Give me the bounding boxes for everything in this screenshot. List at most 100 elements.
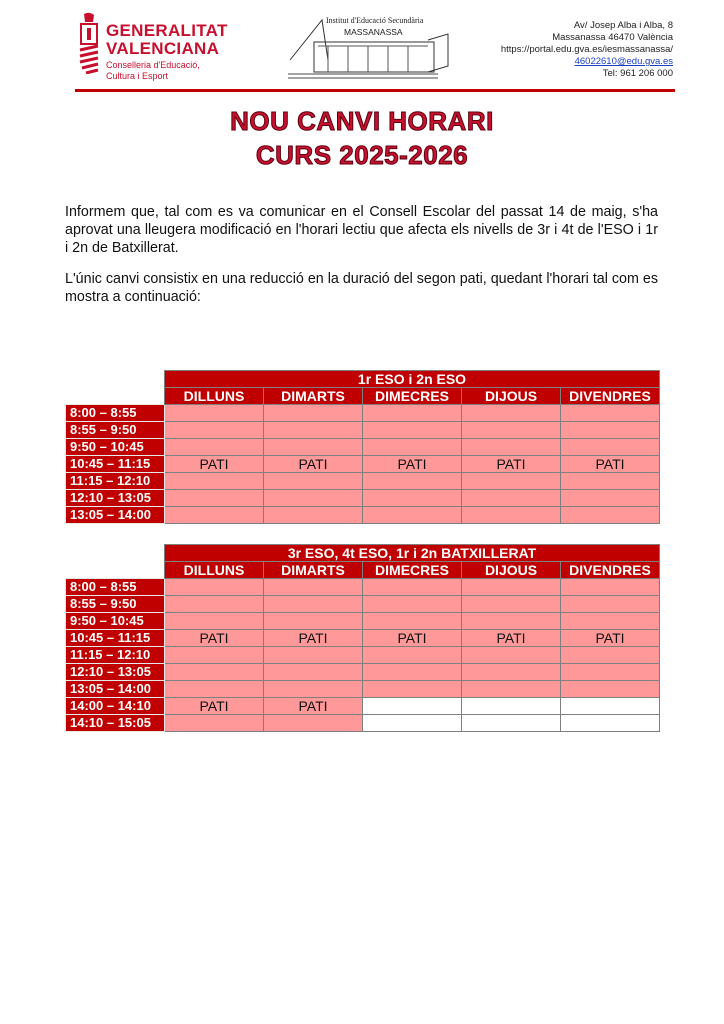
website-link[interactable]: https://portal.edu.gva.es/iesmassanassa/ bbox=[500, 44, 673, 55]
schedule-cell bbox=[263, 663, 363, 681]
email-link[interactable]: 46022610@edu.gva.es bbox=[574, 56, 673, 67]
schedule-cell bbox=[263, 506, 363, 524]
schedule-cell bbox=[164, 404, 264, 422]
table-row: 13:05 – 14:00 bbox=[65, 680, 661, 698]
schedule-cell bbox=[559, 646, 661, 664]
schedule-cell: PATI bbox=[461, 629, 561, 647]
schedule-cell bbox=[559, 438, 661, 456]
time-slot: 9:50 – 10:45 bbox=[65, 438, 165, 456]
table-row: 14:10 – 15:05 bbox=[65, 714, 661, 732]
logo-subtitle: Conselleria d'Educació, Cultura i Esport bbox=[106, 60, 200, 81]
logo-title: GENERALITAT VALENCIANA bbox=[106, 21, 228, 58]
blank-corner bbox=[65, 561, 165, 579]
school-logo: Institut d'Educació Secundària MASSANASS… bbox=[288, 16, 458, 80]
schedule-cell bbox=[164, 472, 264, 490]
time-slot: 11:15 – 12:10 bbox=[65, 646, 165, 664]
schedule-cell bbox=[461, 612, 561, 630]
schedule-cell bbox=[164, 680, 264, 698]
schedule-cell bbox=[362, 595, 462, 613]
school-address: Av/ Josep Alba i Alba, 8 Massanassa 4647… bbox=[501, 20, 673, 80]
time-slot: 10:45 – 11:15 bbox=[65, 629, 165, 647]
schedule-cell bbox=[559, 595, 661, 613]
schedule-cell bbox=[559, 506, 661, 524]
schedule-table: 3r ESO, 4t ESO, 1r i 2n BATXILLERAT DILLU… bbox=[65, 544, 661, 732]
schedule-cell bbox=[461, 578, 561, 596]
schedule-cell bbox=[362, 506, 462, 524]
schedule-cell bbox=[461, 506, 561, 524]
time-slot: 12:10 – 13:05 bbox=[65, 663, 165, 681]
header-divider bbox=[75, 89, 675, 92]
schedule-cell bbox=[164, 578, 264, 596]
school-logo-line1: Institut d'Educació Secundària bbox=[326, 16, 424, 25]
schedule-cell bbox=[164, 489, 264, 507]
schedule-cell bbox=[362, 438, 462, 456]
time-slot: 8:00 – 8:55 bbox=[65, 578, 165, 596]
schedule-cell bbox=[263, 595, 363, 613]
schedule-cell bbox=[362, 472, 462, 490]
table-row: 11:15 – 12:10 bbox=[65, 472, 661, 490]
day-header: DIJOUS bbox=[461, 561, 561, 579]
schedule-cell bbox=[263, 489, 363, 507]
table-row: 10:45 – 11:15 PATI PATI PATI PATI PATI bbox=[65, 455, 661, 473]
schedule-cell bbox=[164, 663, 264, 681]
time-slot: 13:05 – 14:00 bbox=[65, 506, 165, 524]
blank-corner bbox=[65, 544, 165, 562]
day-header: DILLUNS bbox=[164, 561, 264, 579]
schedule-cell: PATI bbox=[263, 697, 363, 715]
day-header: DIVENDRES bbox=[559, 387, 661, 405]
group-header: 3r ESO, 4t ESO, 1r i 2n BATXILLERAT bbox=[163, 544, 661, 562]
schedule-cell bbox=[559, 612, 661, 630]
empty-cell bbox=[461, 714, 561, 732]
schedule-cell: PATI bbox=[263, 629, 363, 647]
schedule-cell: PATI bbox=[559, 455, 661, 473]
table-row: 13:05 – 14:00 bbox=[65, 506, 661, 524]
schedule-cell bbox=[362, 612, 462, 630]
day-header: DIMARTS bbox=[263, 387, 363, 405]
time-slot: 8:55 – 9:50 bbox=[65, 421, 165, 439]
empty-cell bbox=[559, 714, 661, 732]
time-slot: 13:05 – 14:00 bbox=[65, 680, 165, 698]
schedule-cell bbox=[164, 421, 264, 439]
table-row: 8:55 – 9:50 bbox=[65, 421, 661, 439]
time-slot: 8:00 – 8:55 bbox=[65, 404, 165, 422]
schedule-cell: PATI bbox=[362, 455, 462, 473]
day-header: DIVENDRES bbox=[559, 561, 661, 579]
schedule-cell bbox=[164, 646, 264, 664]
address-line: Massanassa 46470 València bbox=[552, 32, 673, 43]
table-row: 12:10 – 13:05 bbox=[65, 489, 661, 507]
schedule-cell bbox=[263, 714, 363, 732]
schedule-cell bbox=[461, 472, 561, 490]
schedule-cell bbox=[164, 714, 264, 732]
table-row: 9:50 – 10:45 bbox=[65, 438, 661, 456]
day-header: DIMECRES bbox=[362, 561, 462, 579]
schedule-cell bbox=[164, 612, 264, 630]
schedule-cell bbox=[559, 472, 661, 490]
schedule-cell bbox=[461, 680, 561, 698]
crest-icon bbox=[79, 12, 99, 74]
address-line: Av/ Josep Alba i Alba, 8 bbox=[573, 20, 673, 31]
blank-corner bbox=[65, 387, 165, 405]
schedule-table: 1r ESO i 2n ESO DILLUNS DIMARTS DIMECRES DIJ… bbox=[65, 370, 661, 524]
table-row: 12:10 – 13:05 bbox=[65, 663, 661, 681]
schedule-cell: PATI bbox=[263, 455, 363, 473]
empty-cell bbox=[461, 697, 561, 715]
schedule-cell: PATI bbox=[559, 629, 661, 647]
empty-cell bbox=[362, 714, 462, 732]
day-header: DIMARTS bbox=[263, 561, 363, 579]
schedule-cell bbox=[461, 438, 561, 456]
schedule-cell bbox=[263, 612, 363, 630]
page-title: NOU CANVI HORARI CURS 2025-2026 bbox=[230, 106, 494, 171]
phone-number: Tel: 961 206 000 bbox=[602, 68, 673, 79]
schedule-cell bbox=[461, 404, 561, 422]
time-slot: 8:55 – 9:50 bbox=[65, 595, 165, 613]
schedule-cell bbox=[362, 646, 462, 664]
table-row: 8:55 – 9:50 bbox=[65, 595, 661, 613]
schedule-cell bbox=[362, 404, 462, 422]
table-row: 8:00 – 8:55 bbox=[65, 578, 661, 596]
schedule-cell bbox=[362, 680, 462, 698]
schedule-cell: PATI bbox=[461, 455, 561, 473]
schedule-cell bbox=[362, 421, 462, 439]
empty-cell bbox=[362, 697, 462, 715]
day-header: DIMECRES bbox=[362, 387, 462, 405]
